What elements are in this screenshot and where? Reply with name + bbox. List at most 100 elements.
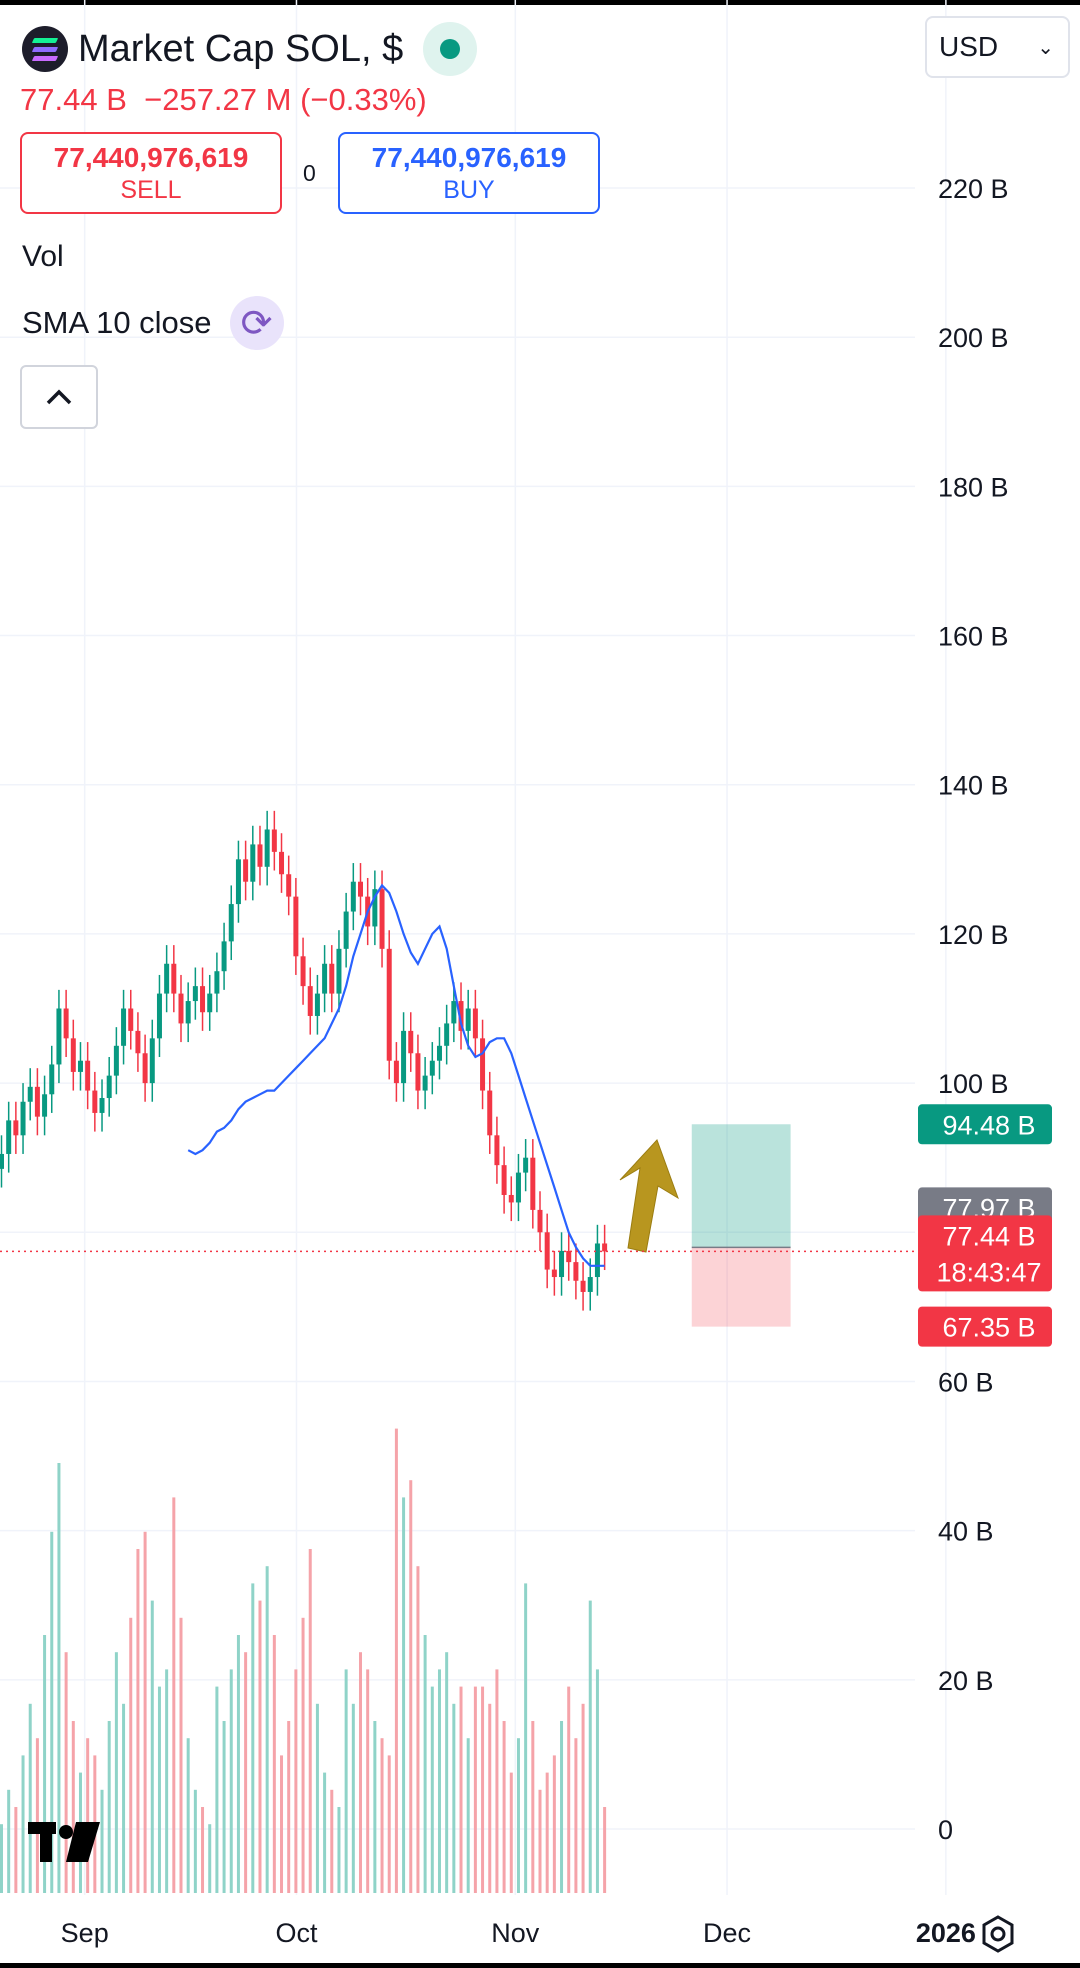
candle-body <box>472 1008 478 1039</box>
candle-body <box>343 911 349 949</box>
collapse-indicators-button[interactable] <box>20 365 98 429</box>
candle-body <box>573 1262 579 1281</box>
candle-body <box>523 1157 529 1173</box>
y-axis-tick-label: 160 B <box>938 622 1009 652</box>
volume-bar <box>165 1669 169 1893</box>
x-axis-tick-label: 2026 <box>916 1918 976 1948</box>
volume-bar <box>387 1755 391 1893</box>
candle-body <box>171 963 177 994</box>
volume-bar <box>394 1428 398 1893</box>
volume-bar <box>581 1703 585 1893</box>
candle-body <box>20 1101 26 1136</box>
volume-bar <box>545 1772 549 1893</box>
chevron-down-icon: ⌄ <box>1037 36 1054 59</box>
stop-price-badge <box>918 1306 1052 1347</box>
y-axis-tick-label: 60 B <box>938 1367 994 1397</box>
candle-body <box>386 948 392 1061</box>
market-status-icon[interactable] <box>423 22 478 76</box>
candle-body <box>293 896 299 957</box>
settings-gear-icon[interactable] <box>978 1914 1018 1954</box>
volume-bar <box>35 1738 39 1893</box>
candle-body <box>559 1250 565 1278</box>
volume-bar <box>459 1686 463 1893</box>
stop-price-label: 67.35 B <box>942 1313 1035 1343</box>
volume-bar <box>265 1566 269 1893</box>
candle-body <box>444 1023 450 1046</box>
candle-body <box>192 986 198 1002</box>
volume-bar <box>43 1635 47 1893</box>
spread-value: 0 <box>303 160 316 186</box>
candle-body <box>113 1045 119 1076</box>
bottom-frame-bar <box>0 1963 1080 1968</box>
volume-bar <box>136 1549 140 1893</box>
current-price: 77.44 B <box>20 82 127 117</box>
buy-label: BUY <box>443 176 495 204</box>
tradingview-logo-icon <box>28 1822 100 1862</box>
refresh-icon[interactable]: ⟳ <box>229 296 284 350</box>
volume-bar <box>567 1686 571 1893</box>
target-price-label: 94.48 B <box>942 1110 1035 1140</box>
position-target-zone <box>691 1124 791 1248</box>
sma-line <box>187 883 605 1267</box>
candle-body <box>515 1172 521 1203</box>
volume-bar <box>437 1669 441 1893</box>
candle-body <box>128 1008 134 1031</box>
sma-indicator-label: SMA 10 close <box>22 305 212 340</box>
volume-bar <box>373 1721 377 1893</box>
volume-bar <box>502 1721 506 1893</box>
volume-bar <box>150 1600 154 1893</box>
volume-bar <box>201 1807 205 1893</box>
candle-body <box>594 1243 600 1278</box>
volume-bar <box>560 1721 564 1893</box>
candle-body <box>34 1086 40 1117</box>
buy-button[interactable]: 77,440,976,619 BUY <box>338 132 600 214</box>
currency-select[interactable]: USD ⌄ <box>925 16 1070 78</box>
volume-indicator-label[interactable]: Vol <box>22 240 64 273</box>
candle-body <box>537 1209 543 1233</box>
volume-bar <box>330 1789 334 1893</box>
candle-body <box>221 941 227 972</box>
volume-bar <box>229 1669 233 1893</box>
sma-indicator-row[interactable]: SMA 10 close ⟳ <box>22 296 284 350</box>
volume-bar <box>143 1531 147 1893</box>
volume-bar <box>222 1721 226 1893</box>
volume-bar <box>172 1497 176 1893</box>
volume-bar <box>14 1807 18 1893</box>
volume-bar <box>21 1755 25 1893</box>
volume-bar <box>272 1635 276 1893</box>
candle-body <box>77 1060 83 1072</box>
price-change-line: 77.44 B −257.27 M (−0.33%) <box>20 82 427 118</box>
candle-body <box>279 851 285 875</box>
volume-bar <box>380 1738 384 1893</box>
candle-body <box>121 1008 127 1046</box>
volume-bar <box>251 1583 255 1893</box>
candle-body <box>243 859 249 882</box>
symbol-title[interactable]: Market Cap SOL, $ <box>78 27 404 70</box>
candle-body <box>566 1250 572 1263</box>
volume-bar <box>7 1789 11 1893</box>
candle-body <box>6 1120 12 1154</box>
volume-bar <box>588 1600 592 1893</box>
volume-bar <box>64 1652 68 1893</box>
volume-bar <box>244 1652 248 1893</box>
volume-bar <box>509 1772 513 1893</box>
candle-body <box>358 881 363 897</box>
y-axis-tick-label: 180 B <box>938 472 1009 502</box>
target-price-badge <box>918 1104 1052 1145</box>
volume-bar <box>466 1738 470 1893</box>
volume-bar <box>258 1600 262 1893</box>
y-axis-tick-label: 40 B <box>938 1517 994 1547</box>
volume-bar <box>107 1721 111 1893</box>
sell-button[interactable]: 77,440,976,619 SELL <box>20 132 282 214</box>
volume-bar <box>157 1686 161 1893</box>
candle-body <box>85 1060 91 1091</box>
candle-body <box>250 844 256 882</box>
chevron-up-icon <box>46 389 72 405</box>
volume-bar <box>524 1583 528 1893</box>
volume-bar <box>516 1738 520 1893</box>
volume-bar <box>0 1824 3 1893</box>
candle-body <box>0 1153 4 1169</box>
candle-body <box>587 1277 593 1292</box>
volume-bar <box>323 1772 327 1893</box>
